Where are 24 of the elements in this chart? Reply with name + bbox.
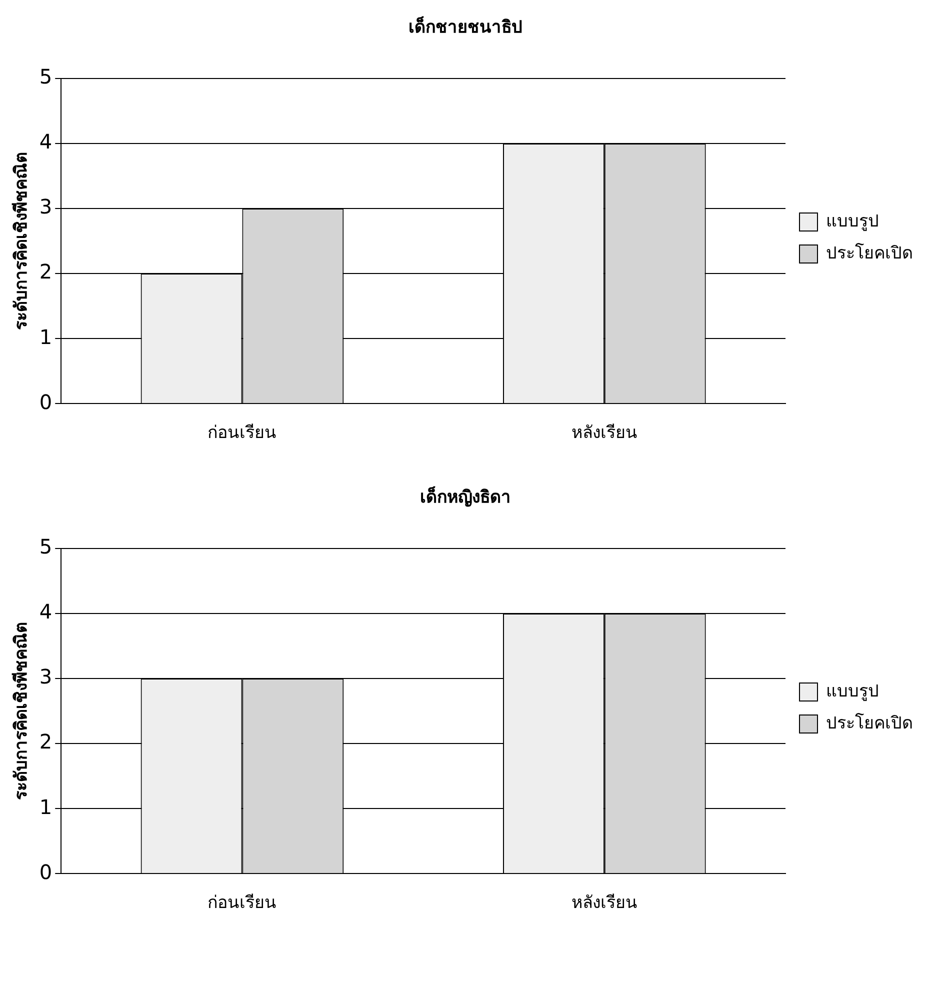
y-tick-label: 3	[39, 194, 52, 219]
x-tick-label: ก่อนเรียน	[208, 893, 277, 914]
chart-title: เด็กชายชนาธิป	[408, 14, 522, 38]
y-tick-label: 3	[39, 664, 52, 689]
y-axis-title: ระดับการคิดเชิงพีชคณิต	[10, 622, 32, 800]
y-tick-label: 5	[39, 534, 52, 559]
y-tick-label: 1	[39, 794, 52, 819]
y-tick-label: 0	[39, 390, 52, 414]
legend-label: ประโยคเปิด	[826, 242, 913, 264]
chart-title: เด็กหญิงธิดา	[420, 484, 511, 508]
y-tick-label: 2	[39, 730, 52, 754]
y-tick-label: 1	[39, 324, 52, 349]
legend-label: ประโยคเปิด	[826, 712, 913, 734]
legend-label: แบบรูป	[826, 681, 879, 702]
y-tick-label: 0	[39, 860, 52, 884]
y-tick-label: 4	[39, 130, 52, 154]
x-tick-label: หลังเรียน	[571, 893, 638, 914]
x-tick-label: หลังเรียน	[571, 423, 638, 444]
y-tick-label: 2	[39, 260, 52, 284]
y-axis-title: ระดับการคิดเชิงพีชคณิต	[10, 152, 32, 330]
x-tick-label: ก่อนเรียน	[208, 423, 277, 444]
y-tick-label: 4	[39, 600, 52, 624]
legend-label: แบบรูป	[826, 211, 879, 232]
y-tick-label: 5	[39, 64, 52, 89]
